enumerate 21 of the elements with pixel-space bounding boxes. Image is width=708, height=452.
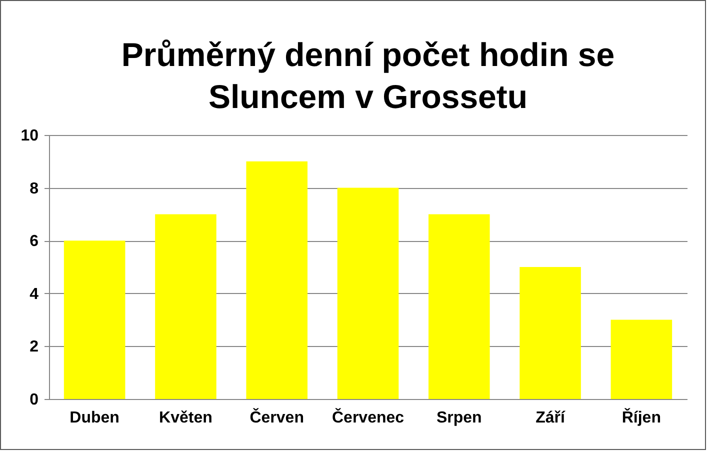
bar: [155, 214, 216, 399]
x-tick-label: Červen: [250, 408, 304, 426]
bar: [428, 214, 490, 399]
x-tick-label: Srpen: [436, 410, 482, 426]
y-tick-label: 4: [30, 286, 39, 303]
bar: [64, 240, 126, 399]
bar: [610, 320, 672, 399]
x-tick-label: Červenec: [332, 408, 404, 426]
y-tick-label: 8: [30, 180, 39, 198]
bar: [337, 188, 399, 399]
y-tick-label: 0: [30, 392, 39, 408]
bar: [520, 267, 581, 399]
x-tick-label: Říjen: [622, 408, 661, 426]
x-tick-label: Září: [536, 410, 566, 426]
x-tick-label: Květen: [159, 410, 212, 426]
y-tick-label: 6: [30, 233, 39, 250]
y-tick-label: 2: [30, 338, 39, 356]
bar: [246, 161, 308, 399]
y-tick-label: 10: [20, 128, 39, 144]
x-tick-label: Duben: [70, 410, 120, 426]
chart-title: Průměrný denní počet hodin se Sluncem v Grossetu: [121, 36, 615, 115]
